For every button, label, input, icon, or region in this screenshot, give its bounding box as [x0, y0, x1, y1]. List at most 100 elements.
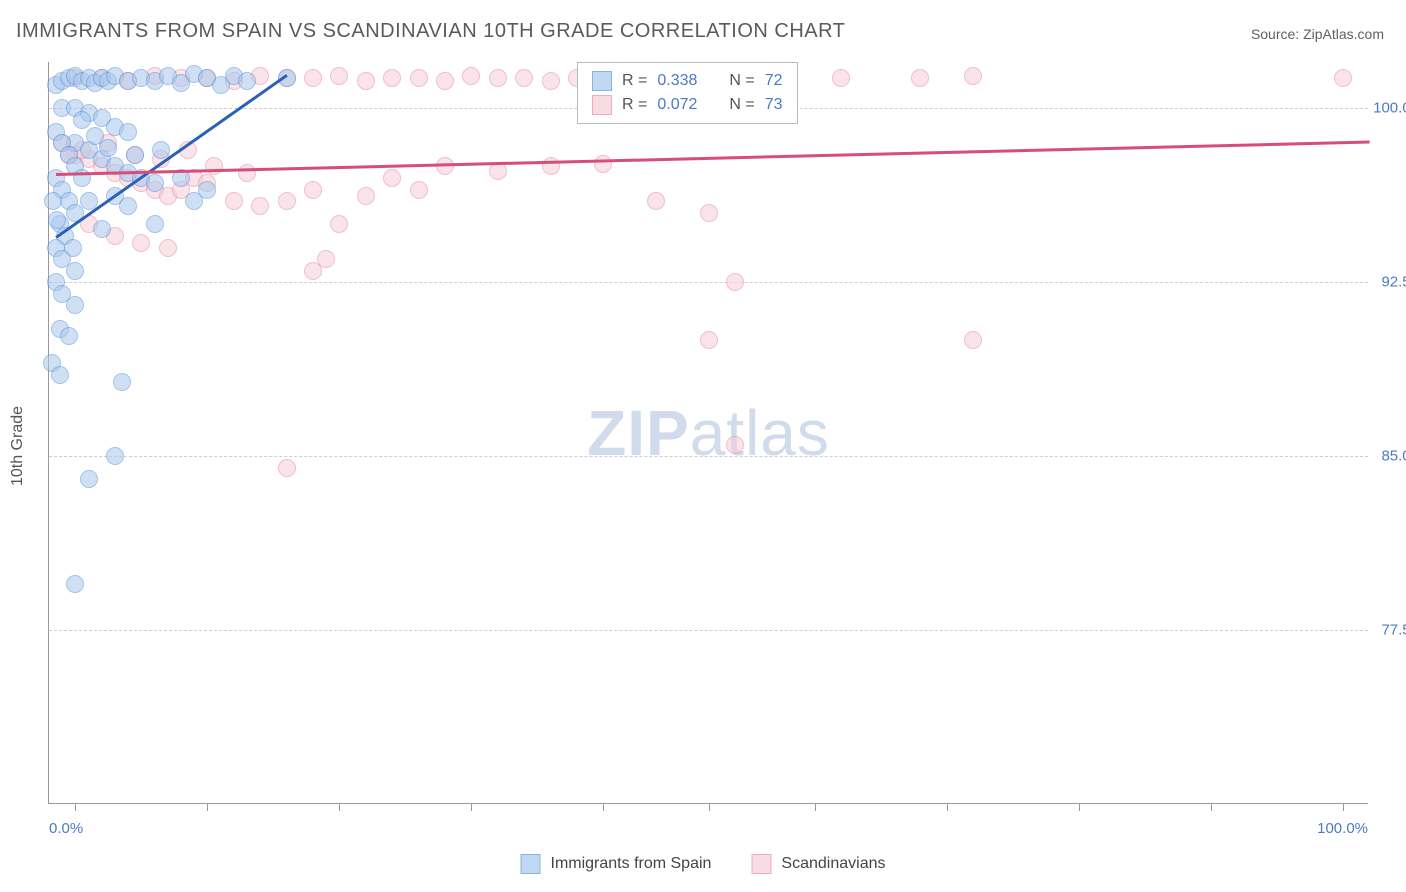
scatter-point-pink	[357, 72, 375, 90]
x-tick	[1343, 803, 1344, 811]
legend-label: Scandinavians	[781, 855, 885, 873]
r-value: 0.072	[657, 96, 697, 114]
scatter-point-blue	[66, 262, 84, 280]
y-tick-label: 77.5%	[1381, 622, 1406, 639]
scatter-point-pink	[357, 187, 375, 205]
scatter-point-pink	[647, 192, 665, 210]
scatter-point-blue	[93, 220, 111, 238]
x-tick	[815, 803, 816, 811]
scatter-point-pink	[383, 69, 401, 87]
scatter-point-blue	[238, 72, 256, 90]
n-label: N =	[729, 72, 754, 90]
chart-title: IMMIGRANTS FROM SPAIN VS SCANDINAVIAN 10…	[16, 20, 845, 43]
scatter-point-blue	[51, 366, 69, 384]
scatter-point-pink	[238, 164, 256, 182]
gridline	[49, 456, 1368, 457]
x-tick	[709, 803, 710, 811]
scatter-point-blue	[113, 373, 131, 391]
scatter-point-pink	[410, 181, 428, 199]
n-value: 72	[765, 72, 783, 90]
scatter-point-pink	[410, 69, 428, 87]
scatter-point-pink	[205, 157, 223, 175]
correlation-legend: R = 0.338 N = 72 R = 0.072 N = 73	[577, 62, 798, 124]
scatter-point-blue	[66, 296, 84, 314]
scatter-point-blue	[126, 146, 144, 164]
legend-row-blue: R = 0.338 N = 72	[592, 69, 783, 93]
scatter-point-pink	[436, 72, 454, 90]
legend-row-pink: R = 0.072 N = 73	[592, 93, 783, 117]
x-tick	[603, 803, 604, 811]
legend-swatch-pink	[592, 95, 612, 115]
n-value: 73	[765, 96, 783, 114]
scatter-point-blue	[185, 192, 203, 210]
series-legend: Immigrants from Spain Scandinavians	[520, 854, 885, 874]
legend-label: Immigrants from Spain	[550, 855, 711, 873]
scatter-point-pink	[278, 192, 296, 210]
r-label: R =	[622, 72, 647, 90]
scatter-point-pink	[383, 169, 401, 187]
scatter-point-pink	[515, 69, 533, 87]
n-label: N =	[729, 96, 754, 114]
scatter-point-pink	[278, 459, 296, 477]
scatter-point-pink	[159, 239, 177, 257]
x-tick	[1211, 803, 1212, 811]
legend-swatch-pink	[751, 854, 771, 874]
scatter-point-blue	[44, 192, 62, 210]
scatter-point-pink	[700, 331, 718, 349]
scatter-point-blue	[119, 123, 137, 141]
y-axis-title: 10th Grade	[9, 406, 27, 486]
x-axis-min-label: 0.0%	[49, 820, 83, 837]
plot-area: 100.0%92.5%85.0%77.5% ZIPatlas R =0.338N…	[48, 62, 1368, 804]
scatter-point-pink	[304, 69, 322, 87]
scatter-point-pink	[542, 72, 560, 90]
x-tick	[339, 803, 340, 811]
scatter-point-blue	[60, 327, 78, 345]
x-tick	[1079, 803, 1080, 811]
x-tick	[471, 803, 472, 811]
scatter-point-pink	[594, 155, 612, 173]
scatter-point-pink	[330, 215, 348, 233]
r-value: 0.338	[657, 72, 697, 90]
scatter-point-pink	[132, 234, 150, 252]
legend-item-pink: Scandinavians	[751, 854, 885, 874]
scatter-point-blue	[106, 447, 124, 465]
scatter-point-pink	[964, 67, 982, 85]
legend-swatch-blue	[520, 854, 540, 874]
scatter-point-pink	[462, 67, 480, 85]
scatter-point-blue	[119, 197, 137, 215]
scatter-point-pink	[726, 273, 744, 291]
scatter-point-blue	[73, 111, 91, 129]
scatter-point-pink	[964, 331, 982, 349]
scatter-point-pink	[911, 69, 929, 87]
scatter-point-blue	[80, 470, 98, 488]
x-axis-max-label: 100.0%	[1317, 820, 1368, 837]
scatter-point-blue	[146, 215, 164, 233]
scatter-point-pink	[832, 69, 850, 87]
y-tick-label: 100.0%	[1373, 100, 1406, 117]
r-label: R =	[622, 96, 647, 114]
scatter-point-pink	[330, 67, 348, 85]
scatter-point-pink	[489, 69, 507, 87]
scatter-point-pink	[436, 157, 454, 175]
scatter-point-blue	[48, 211, 66, 229]
scatter-point-pink	[304, 181, 322, 199]
gridline	[49, 282, 1368, 283]
scatter-point-pink	[225, 192, 243, 210]
scatter-point-pink	[726, 436, 744, 454]
y-tick-label: 92.5%	[1381, 274, 1406, 291]
y-tick-label: 85.0%	[1381, 448, 1406, 465]
trend-line-pink	[56, 141, 1369, 176]
scatter-point-blue	[66, 575, 84, 593]
x-tick	[75, 803, 76, 811]
scatter-point-pink	[700, 204, 718, 222]
x-tick	[947, 803, 948, 811]
gridline	[49, 630, 1368, 631]
legend-swatch-blue	[592, 71, 612, 91]
source-label: Source: ZipAtlas.com	[1251, 26, 1384, 42]
x-tick	[207, 803, 208, 811]
watermark: ZIPatlas	[587, 396, 830, 470]
scatter-point-blue	[146, 174, 164, 192]
scatter-point-blue	[99, 139, 117, 157]
scatter-point-pink	[251, 197, 269, 215]
scatter-point-pink	[1334, 69, 1352, 87]
